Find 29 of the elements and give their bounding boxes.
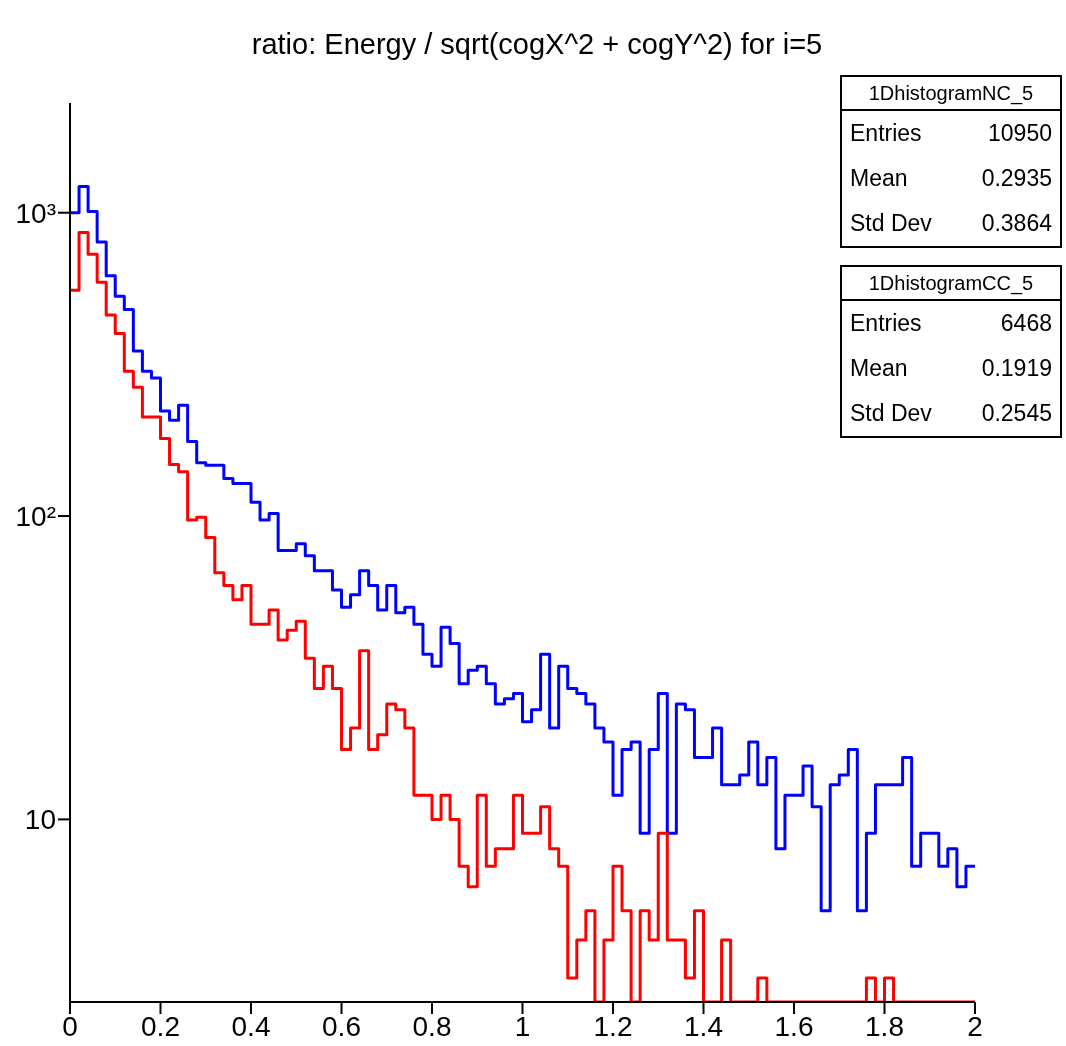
annotation: Entries <box>850 310 922 337</box>
text: 10950 <box>988 120 1052 147</box>
annotation: Entries <box>850 120 922 147</box>
y-tick-label: 10³ <box>15 197 56 229</box>
text: 0.2545 <box>981 400 1052 427</box>
text: 6468 <box>1000 310 1052 337</box>
x-tick-label: 2 <box>967 1010 983 1042</box>
annotation: Mean <box>850 165 908 192</box>
x-tick-label: 1.6 <box>774 1010 814 1042</box>
text: 0.3864 <box>981 210 1052 237</box>
x-tick-label: 0.2 <box>141 1010 180 1042</box>
annotation: Std Dev <box>850 400 932 427</box>
y-tick-label: 10 <box>24 804 56 836</box>
x-tick-label: 1 <box>514 1010 531 1042</box>
x-tick-label: 1.2 <box>593 1010 633 1042</box>
x-tick-label: 1.4 <box>684 1010 723 1042</box>
x-tick-label: 0.8 <box>412 1010 452 1042</box>
y-tick-label: 10² <box>15 500 56 532</box>
text: 0.1919 <box>981 355 1052 382</box>
annotation: 1DhistogramCC_5 <box>842 267 1060 301</box>
x-tick-label: 0.6 <box>322 1010 361 1042</box>
text: 0.2935 <box>981 165 1052 192</box>
x-tick-label: 0.4 <box>231 1010 271 1042</box>
x-tick-label: 0 <box>62 1010 78 1042</box>
annotation: 1DhistogramNC_5 <box>842 77 1060 111</box>
annotation: Mean <box>850 355 908 382</box>
chart-title: ratio: Energy / sqrt(cogX^2 + cogY^2) for i=5 <box>250 28 824 61</box>
x-tick-label: 1.8 <box>865 1010 904 1042</box>
annotation: Std Dev <box>850 210 932 237</box>
